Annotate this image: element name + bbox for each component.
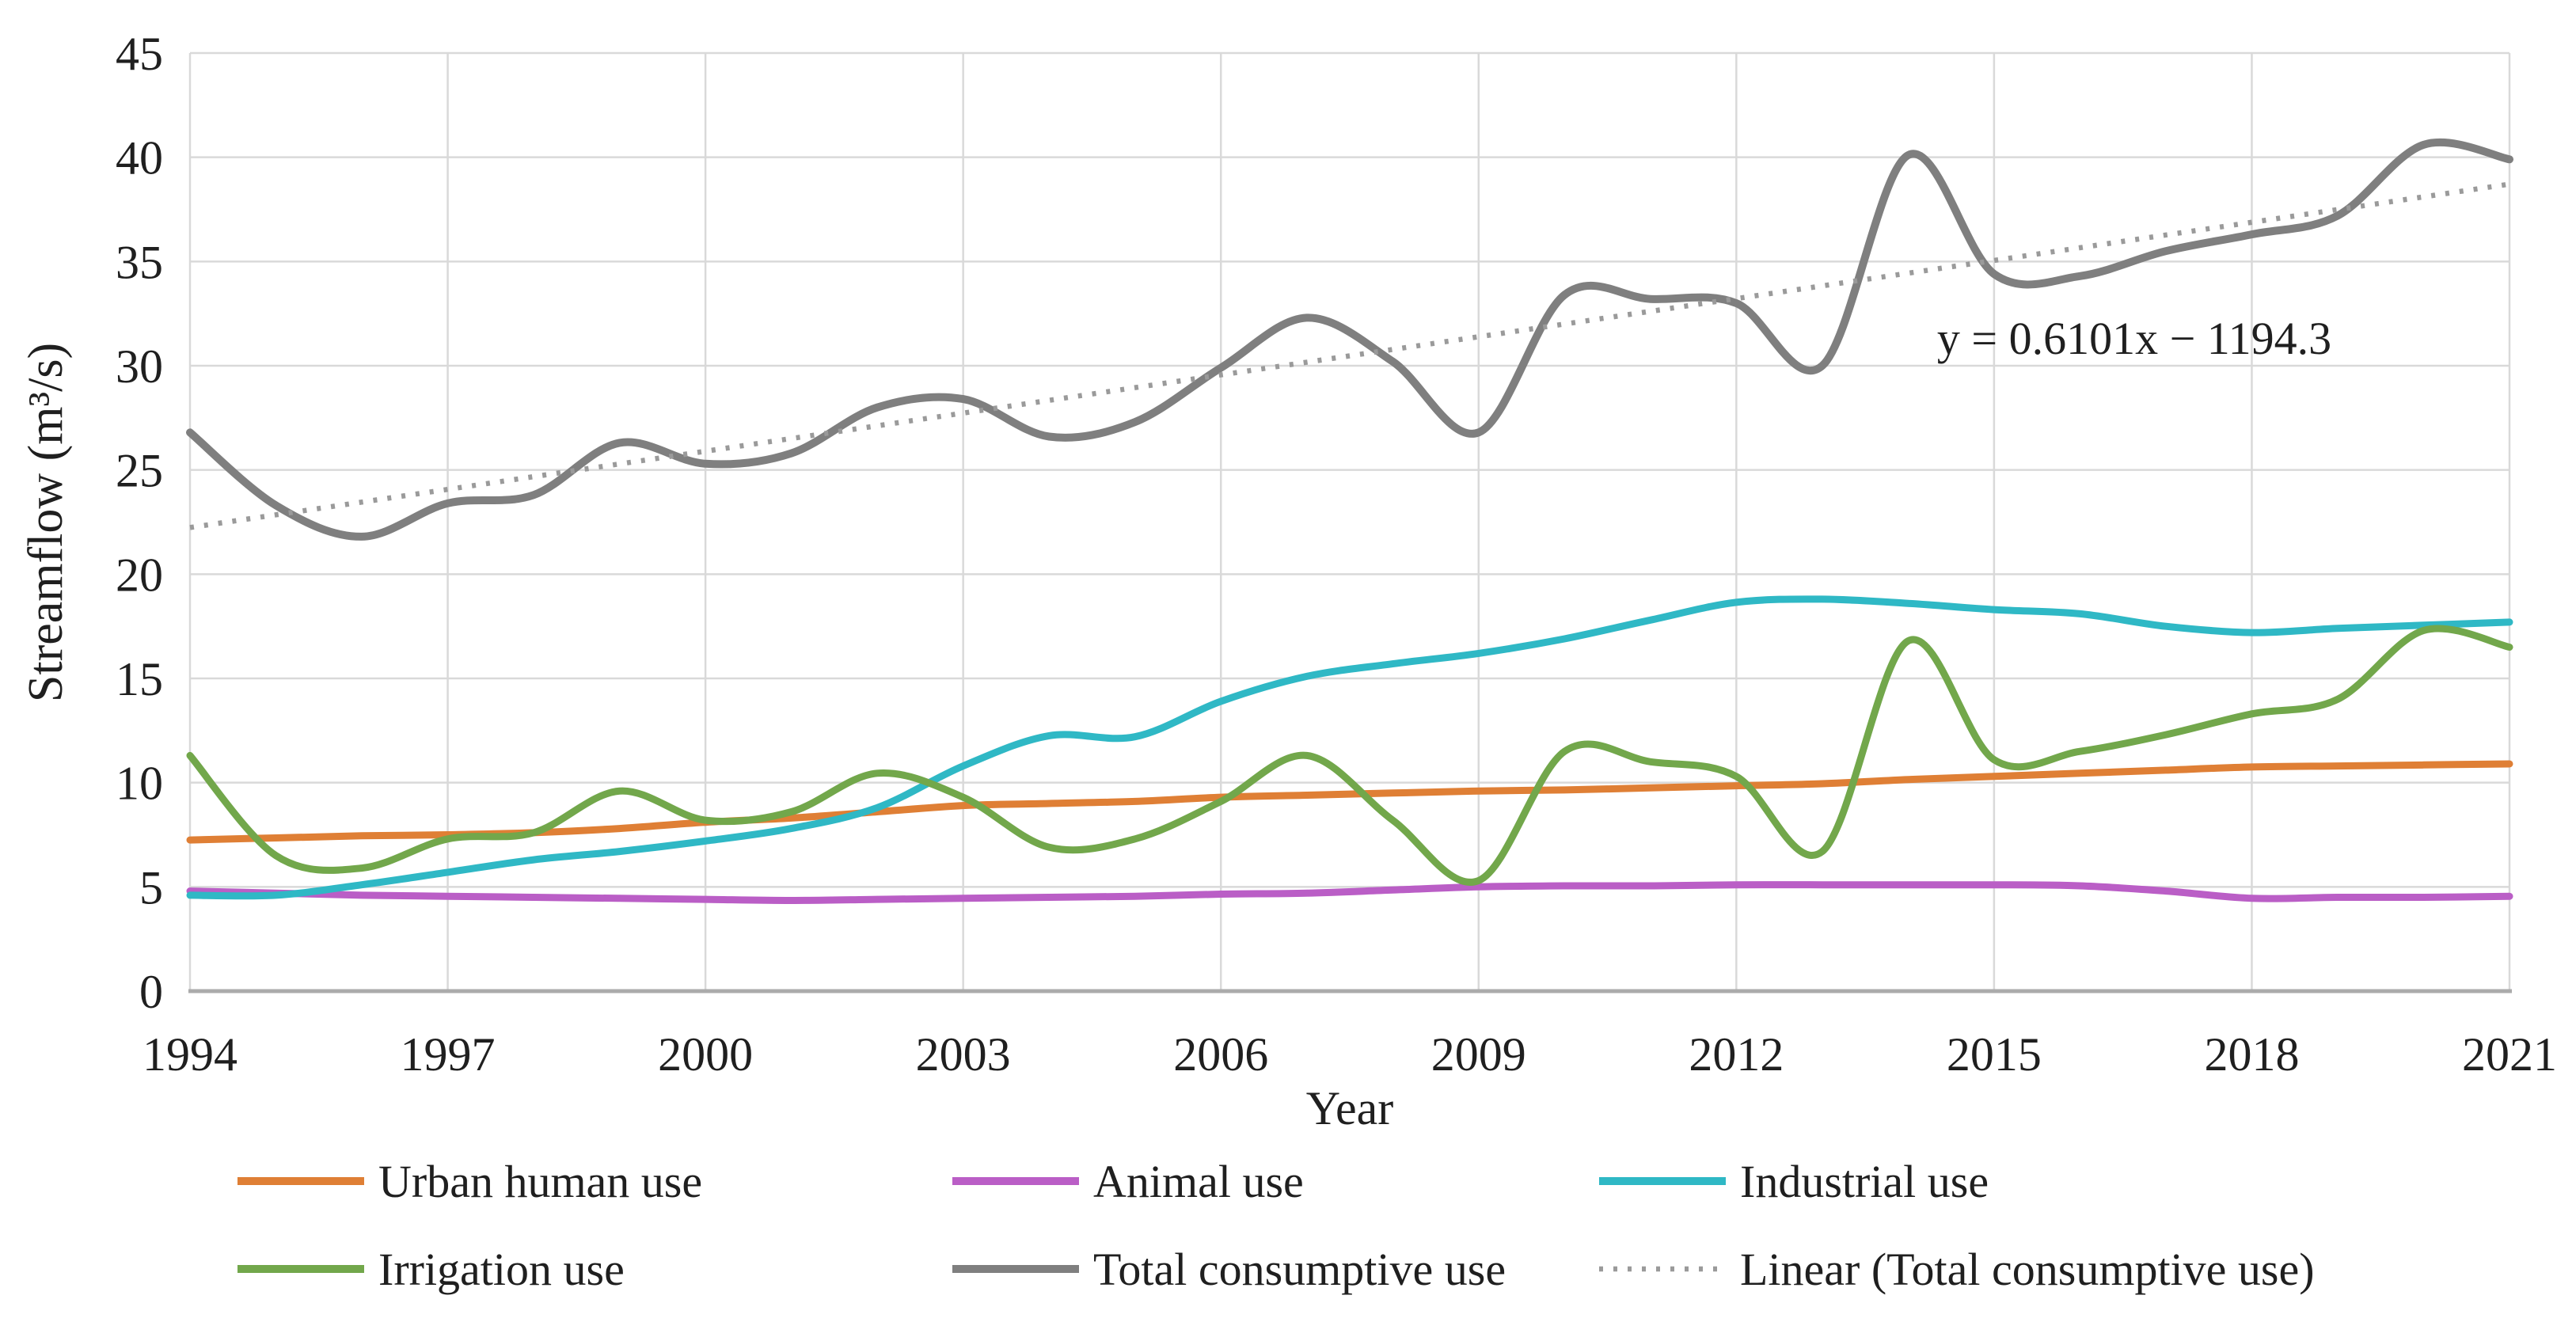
series-line-animal-use	[186, 881, 2513, 904]
x-tick-label: 2000	[658, 1028, 753, 1081]
x-tick-label: 2012	[1689, 1028, 1784, 1081]
series-lines	[186, 138, 2513, 904]
legend-label: Total consumptive use	[1093, 1244, 1506, 1295]
x-tick-label: 2006	[1173, 1028, 1268, 1081]
y-tick-label: 25	[116, 445, 163, 497]
y-tick-label: 0	[139, 966, 163, 1018]
series-line-urban-human-use	[186, 760, 2513, 844]
y-tick-label: 20	[116, 549, 163, 601]
y-tick-label: 5	[139, 861, 163, 914]
series-line-linear-total-consumptive-use	[189, 181, 2510, 530]
legend: Urban human use Animal use Industrial use I…	[237, 1156, 2315, 1295]
x-tick-label: 1994	[142, 1028, 237, 1081]
y-tick-label: 40	[116, 132, 163, 184]
legend-item: Irrigation use	[237, 1244, 625, 1295]
series-line-irrigation-use	[186, 625, 2513, 886]
legend-label: Animal use	[1093, 1156, 1304, 1207]
series-line-total-consumptive-use	[186, 138, 2513, 541]
y-tick-label: 30	[116, 340, 163, 393]
legend-item: Linear (Total consumptive use)	[1599, 1244, 2315, 1295]
legend-label: Irrigation use	[378, 1244, 625, 1295]
x-tick-label: 1997	[401, 1028, 496, 1081]
legend-label: Linear (Total consumptive use)	[1740, 1244, 2315, 1295]
legend-item: Industrial use	[1599, 1156, 1989, 1207]
y-tick-label: 35	[116, 236, 163, 288]
x-tick-label: 2015	[1947, 1028, 2042, 1081]
x-tick-label: 2018	[2204, 1028, 2299, 1081]
y-axis-title: Streamflow (m³/s)	[19, 343, 73, 702]
legend-item: Total consumptive use	[952, 1244, 1506, 1295]
tick-labels: 0 5 10 15 20 25 30 35 40 45 1994 1997 2000 2003 2006 20…	[116, 28, 2557, 1081]
legend-item: Urban human use	[237, 1156, 702, 1207]
legend-label: Urban human use	[378, 1156, 702, 1207]
gridlines	[188, 51, 2511, 991]
y-tick-label: 10	[116, 758, 163, 810]
x-tick-label: 2003	[916, 1028, 1011, 1081]
trendline-equation: y = 0.6101x − 1194.3	[1937, 313, 2331, 364]
x-axis-title: Year	[1306, 1082, 1394, 1134]
y-tick-label: 45	[116, 28, 163, 80]
legend-item: Animal use	[952, 1156, 1304, 1207]
series-line-industrial-use	[186, 595, 2513, 900]
legend-label: Industrial use	[1740, 1156, 1989, 1207]
x-tick-label: 2021	[2462, 1028, 2557, 1081]
y-tick-label: 15	[116, 653, 163, 705]
x-tick-label: 2009	[1431, 1028, 1526, 1081]
